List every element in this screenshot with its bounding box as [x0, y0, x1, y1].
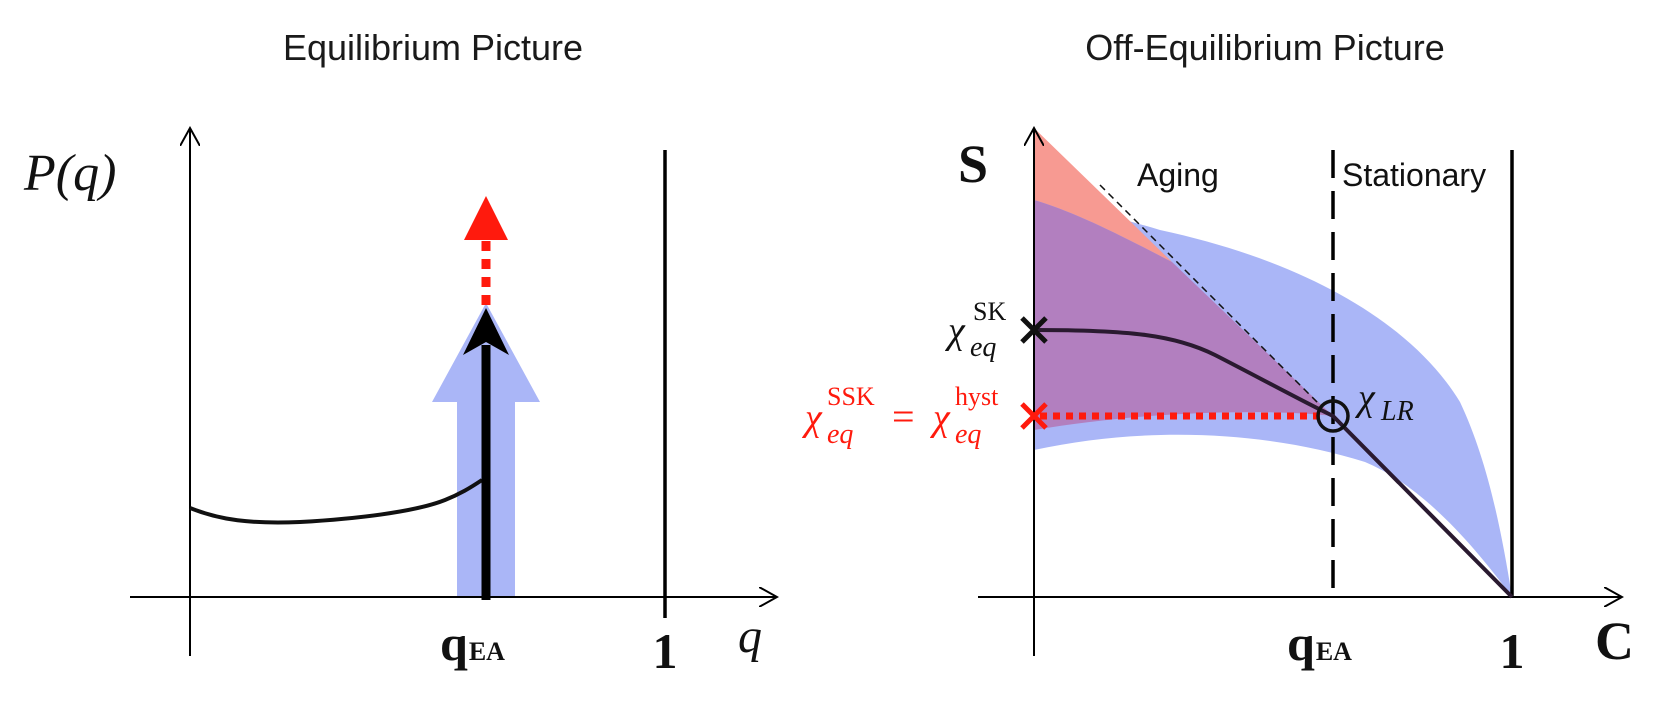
left-tick-qea: qEA [440, 615, 505, 671]
right-title: Off-Equilibrium Picture [1085, 27, 1444, 68]
svg-text:eq: eq [827, 419, 853, 450]
aging-dashed-line [1099, 184, 1321, 406]
left-panel: Equilibrium Picture P(q) q qEA 1 [23, 27, 777, 679]
right-tick-qea: qEA [1287, 615, 1352, 671]
chi-sk-label: χ eq SK [944, 297, 1006, 363]
chi-ssk-hyst-label: χ eq SSK = χ eq hyst [801, 382, 999, 450]
right-panel: Off-Equilibrium Picture S C [801, 27, 1634, 679]
svg-text:hyst: hyst [955, 382, 999, 411]
left-title: Equilibrium Picture [283, 27, 583, 68]
chi-sk-cross-marker [1020, 316, 1048, 344]
svg-text:LR: LR [1380, 396, 1414, 427]
svg-text:eq: eq [955, 419, 981, 450]
left-y-axis-label: P(q) [23, 145, 116, 202]
red-dotted-arrow-head [464, 196, 508, 240]
svg-text:χ: χ [801, 397, 823, 439]
chi-lr-label: χ LR [1354, 377, 1414, 427]
left-x-axis-label: q [738, 610, 762, 663]
svg-text:SSK: SSK [827, 382, 875, 411]
left-tick-one: 1 [653, 623, 678, 679]
red-region [1034, 128, 1172, 262]
response-curve [1033, 328, 1514, 599]
svg-text:χ: χ [929, 397, 951, 439]
right-y-axis-label: S [958, 134, 988, 194]
left-distribution-curve [189, 478, 484, 525]
right-tick-one: 1 [1500, 623, 1525, 679]
svg-text:SK: SK [973, 297, 1006, 326]
stationary-label: Stationary [1342, 157, 1486, 193]
svg-text:χ: χ [944, 310, 966, 352]
svg-text:χ: χ [1354, 377, 1376, 419]
svg-text:=: = [892, 394, 915, 439]
right-x-axis-label: C [1595, 611, 1634, 671]
aging-label: Aging [1137, 157, 1219, 193]
svg-text:eq: eq [970, 332, 996, 363]
chi-lr-circle-marker [1316, 399, 1350, 433]
purple-region [1034, 200, 1333, 430]
delta-arrow-head [463, 308, 509, 355]
chi-ssk-cross-marker [1020, 402, 1048, 430]
